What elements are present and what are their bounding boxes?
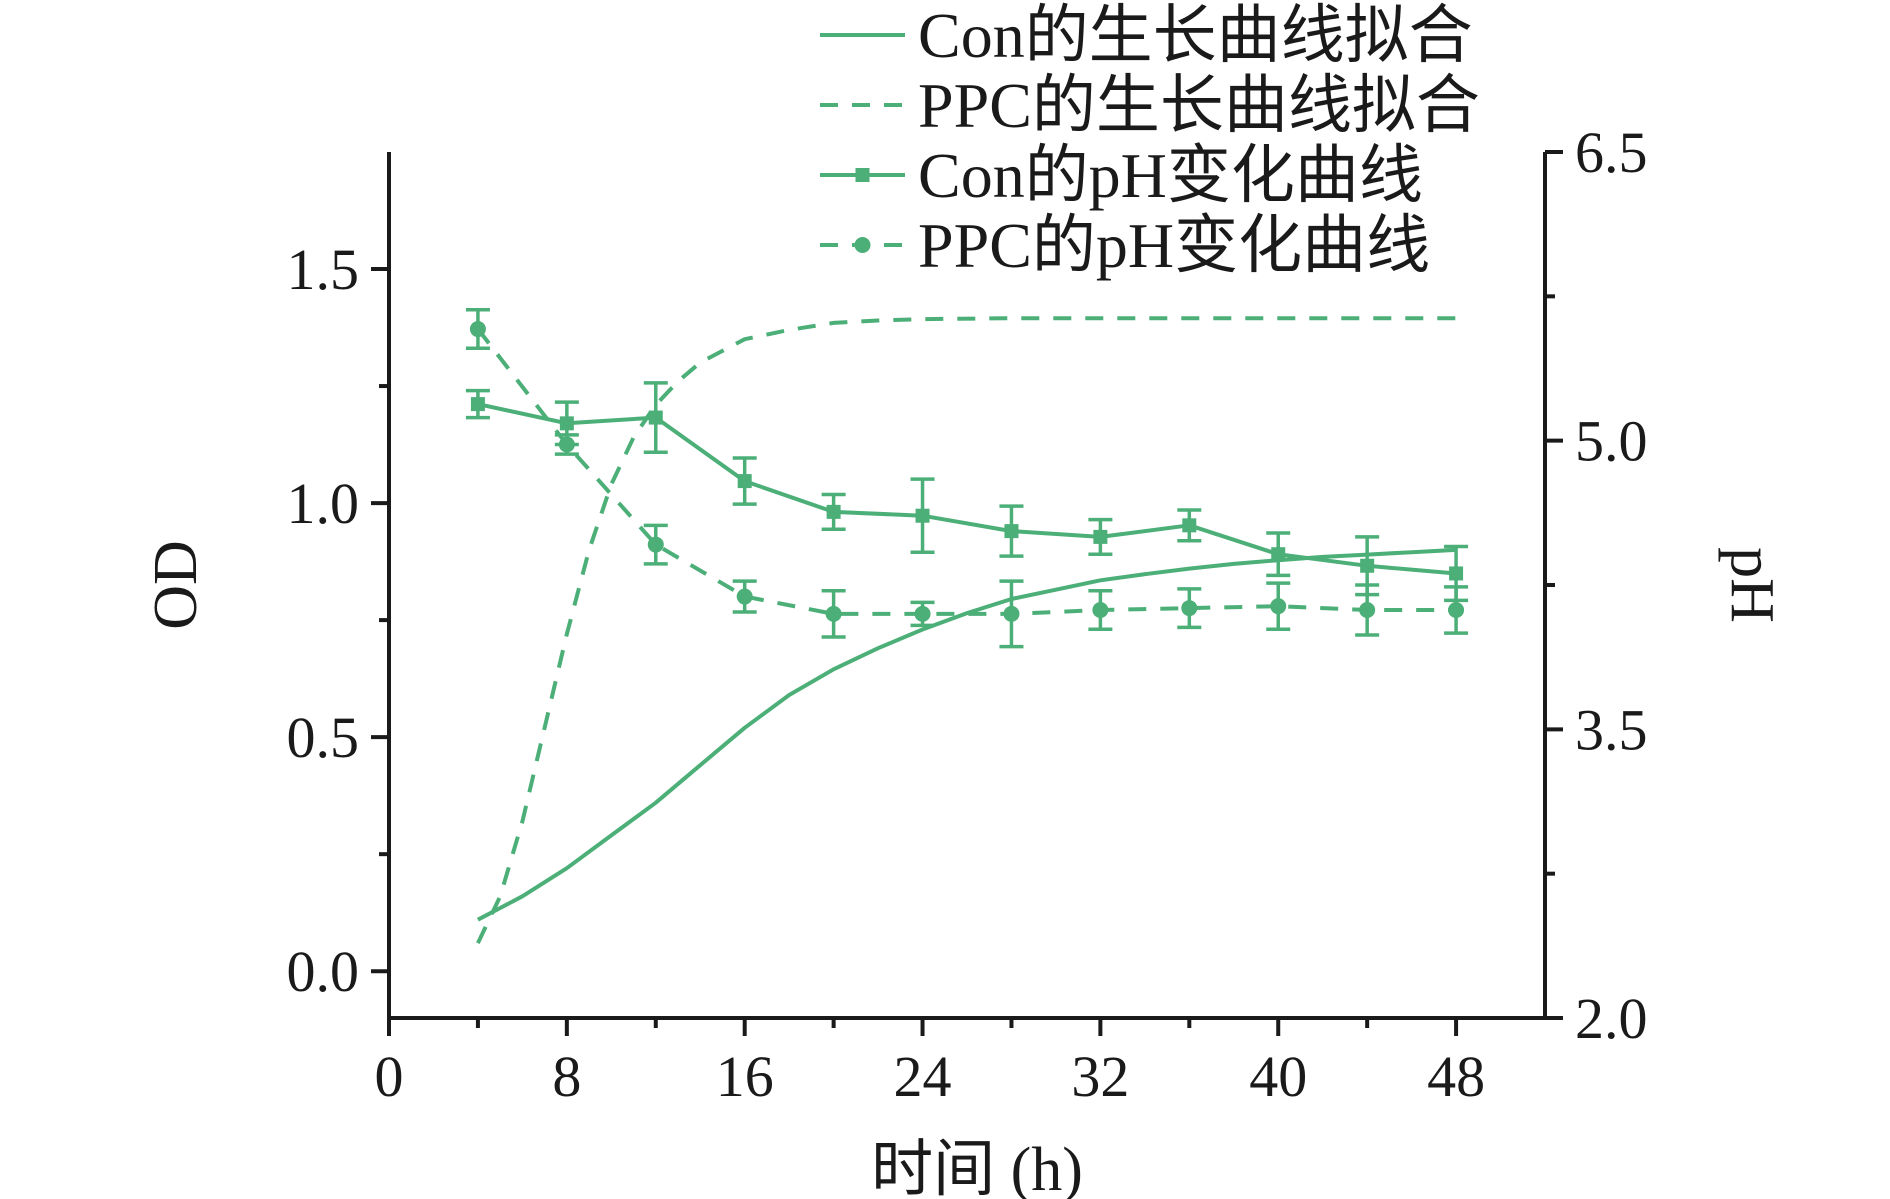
data-point: [1449, 566, 1464, 581]
y-right-tick-label: 6.5: [1575, 120, 1648, 185]
x-tick-label: 0: [375, 1044, 404, 1109]
data-point: [1359, 602, 1376, 619]
data-point: [559, 416, 574, 431]
data-point: [1360, 558, 1375, 573]
data-point: [648, 410, 663, 425]
data-point: [737, 474, 752, 489]
data-point: [1270, 598, 1287, 615]
x-tick-label: 48: [1427, 1044, 1485, 1109]
legend-label: PPC的生长曲线拟合: [918, 70, 1480, 141]
data-point: [470, 397, 485, 412]
x-tick-label: 24: [894, 1044, 952, 1109]
data-point: [558, 436, 575, 453]
data-point: [1182, 518, 1197, 533]
legend-label: Con的生长曲线拟合: [918, 0, 1473, 71]
y-left-tick-label: 1.0: [287, 471, 360, 536]
legend-label: PPC的pH变化曲线: [918, 210, 1430, 281]
plot-area: [465, 308, 1469, 944]
data-point: [1004, 524, 1019, 539]
y-right-tick-label: 5.0: [1575, 409, 1648, 474]
data-point: [1181, 600, 1198, 617]
data-point: [647, 536, 664, 553]
data-point: [1271, 547, 1286, 562]
y-right-tick-label: 2.0: [1575, 986, 1648, 1051]
legend-label: Con的pH变化曲线: [918, 140, 1423, 211]
legend-marker: [854, 237, 871, 253]
data-point: [1003, 605, 1020, 622]
data-point: [826, 504, 841, 519]
y-left-tick-label: 1.5: [287, 237, 360, 302]
series-line: [476, 547, 1457, 922]
data-point: [914, 605, 931, 622]
data-point: [736, 588, 753, 605]
legend-item-4: PPC的pH变化曲线: [820, 210, 1430, 281]
x-tick-label: 8: [552, 1044, 581, 1109]
x-tick-label: 32: [1071, 1044, 1129, 1109]
data-point: [915, 508, 930, 523]
series-1: [476, 547, 1457, 922]
legend-item-2: PPC的生长曲线拟合: [820, 70, 1480, 141]
series-4: [465, 308, 1469, 649]
data-point: [1092, 602, 1109, 619]
y-left-axis-title: OD: [142, 540, 210, 630]
data-point: [1448, 602, 1465, 619]
data-point: [1093, 529, 1108, 544]
legend-item-1: Con的生长曲线拟合: [820, 0, 1473, 71]
x-axis-title: 时间 (h): [871, 1136, 1083, 1199]
legend-marker: [855, 168, 870, 182]
data-point: [825, 605, 842, 622]
series-2: [476, 316, 1457, 944]
legend-item-3: Con的pH变化曲线: [820, 140, 1423, 211]
data-point: [469, 321, 486, 338]
axes: 0 8 16 24 32 40 48 0.0 0.5 1.0 1.5 2.0 3.5 5.0 6.5 时间 (…: [142, 120, 1786, 1199]
x-tick-label: 40: [1249, 1044, 1307, 1109]
series-line: [477, 402, 1457, 576]
y-left-tick-label: 0.0: [287, 939, 360, 1004]
y-left-tick-label: 0.5: [287, 705, 360, 770]
x-tick-label: 16: [716, 1044, 774, 1109]
series-3: [465, 381, 1469, 603]
y-right-tick-label: 3.5: [1575, 697, 1648, 762]
series-line: [476, 327, 1457, 616]
series-line: [476, 316, 1457, 944]
y-right-axis-title: pH: [1718, 547, 1786, 623]
